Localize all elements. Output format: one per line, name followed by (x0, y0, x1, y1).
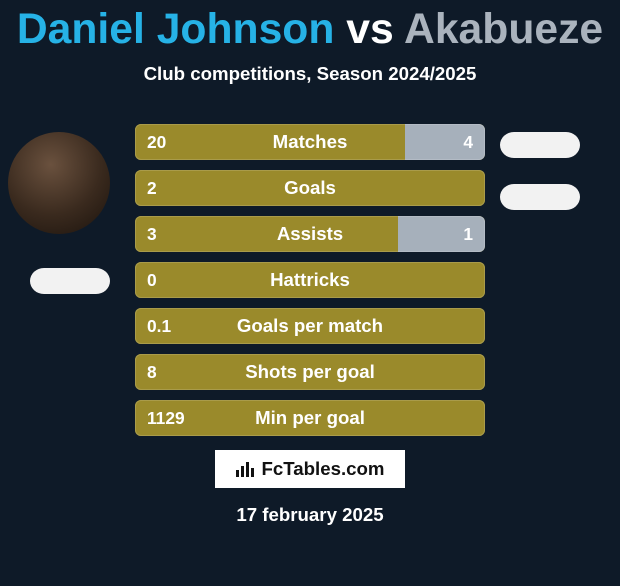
stat-row: 2Goals (135, 170, 485, 206)
stat-row: 204Matches (135, 124, 485, 160)
fctables-logo-text: FcTables.com (261, 458, 384, 480)
footer-date: 17 february 2025 (0, 504, 620, 526)
comparison-subtitle: Club competitions, Season 2024/2025 (0, 63, 620, 85)
comparison-chart: 204Matches 2Goals 31Assists 0Hattricks 0.1Go… (135, 124, 485, 446)
title-player1: Daniel Johnson (17, 5, 335, 53)
title-player2: Akabueze (404, 5, 603, 53)
bars-icon (235, 460, 255, 478)
stat-row: 1129Min per goal (135, 400, 485, 436)
stat-label: Goals (135, 170, 485, 206)
player1-avatar (8, 132, 110, 234)
stat-label: Matches (135, 124, 485, 160)
title-vs: vs (346, 5, 393, 53)
comparison-title: Daniel Johnson vs Akabueze (0, 6, 620, 53)
player2-club-badge-1 (500, 132, 580, 158)
stat-row: 8Shots per goal (135, 354, 485, 390)
stat-row: 0Hattricks (135, 262, 485, 298)
stat-label: Min per goal (135, 400, 485, 436)
fctables-logo: FcTables.com (215, 450, 405, 488)
stat-label: Hattricks (135, 262, 485, 298)
stat-label: Goals per match (135, 308, 485, 344)
stat-row: 0.1Goals per match (135, 308, 485, 344)
stat-label: Shots per goal (135, 354, 485, 390)
stat-row: 31Assists (135, 216, 485, 252)
player1-club-badge (30, 268, 110, 294)
player2-club-badge-2 (500, 184, 580, 210)
stat-label: Assists (135, 216, 485, 252)
